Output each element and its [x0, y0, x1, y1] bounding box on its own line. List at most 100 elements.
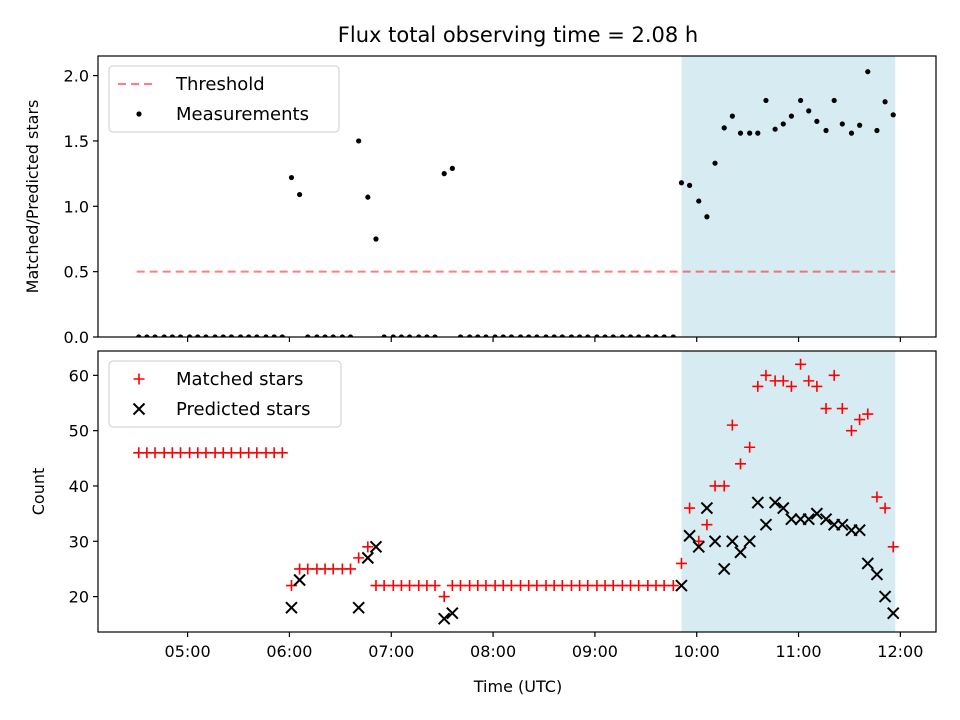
data-point	[726, 419, 738, 431]
data-point	[712, 160, 718, 166]
data-point	[853, 524, 866, 537]
data-point	[820, 403, 832, 415]
plot-area	[136, 69, 896, 337]
data-point	[636, 334, 642, 337]
data-point	[449, 165, 455, 171]
data-point	[362, 541, 374, 553]
data-point	[271, 334, 277, 337]
data-point	[361, 551, 375, 565]
data-point	[228, 334, 234, 337]
data-point	[508, 334, 514, 337]
data-point	[839, 121, 845, 127]
data-point	[772, 126, 778, 132]
data-point	[352, 601, 365, 614]
y-tick-label: 0.5	[64, 263, 89, 282]
data-point	[136, 334, 142, 337]
legend-label: Threshold	[175, 74, 265, 95]
data-point	[696, 198, 702, 204]
data-point	[543, 334, 549, 337]
data-point	[585, 334, 591, 337]
data-point	[744, 441, 756, 453]
data-point	[322, 334, 328, 337]
series-predicted-stars	[285, 496, 900, 625]
data-point	[534, 334, 540, 337]
data-point	[704, 214, 710, 220]
legend-box	[108, 65, 340, 133]
data-point	[246, 334, 252, 337]
data-point	[870, 568, 884, 581]
x-tick-label: 05:00	[165, 642, 211, 661]
data-point	[747, 130, 753, 136]
data-point	[330, 334, 336, 337]
data-point	[390, 334, 396, 337]
legend-label: Measurements	[176, 104, 309, 125]
data-point	[627, 334, 634, 337]
data-point	[701, 519, 713, 531]
x-tick-label: 12:00	[877, 642, 923, 661]
legend-swatch	[132, 402, 146, 416]
data-point	[763, 97, 769, 104]
data-point	[356, 138, 362, 144]
data-point	[686, 182, 693, 188]
data-point	[517, 334, 524, 337]
data-point	[526, 334, 532, 337]
legend-label: Predicted stars	[176, 399, 310, 420]
data-point	[398, 334, 405, 337]
data-point	[416, 334, 422, 337]
data-point	[297, 191, 303, 198]
data-point	[862, 408, 874, 420]
data-point	[602, 334, 608, 337]
data-point	[610, 334, 616, 337]
data-point	[811, 380, 823, 392]
data-point	[314, 334, 320, 337]
x-tick-label: 09:00	[572, 642, 618, 661]
data-point	[653, 334, 659, 337]
data-point	[777, 375, 789, 387]
y-tick-label: 30	[69, 532, 89, 551]
data-point	[751, 496, 765, 509]
legend-swatch	[133, 373, 145, 385]
data-point	[254, 334, 260, 337]
data-point	[467, 334, 473, 337]
data-point	[802, 512, 815, 526]
data-point	[152, 334, 158, 337]
data-point	[212, 334, 218, 337]
data-point	[803, 375, 815, 387]
data-point	[797, 97, 804, 104]
data-point	[879, 502, 891, 514]
data-point	[594, 334, 600, 337]
data-point	[437, 612, 451, 625]
data-point	[814, 118, 820, 124]
data-point	[441, 171, 447, 177]
data-point	[887, 541, 899, 553]
series-measurements	[136, 69, 896, 337]
data-point	[424, 334, 430, 337]
data-point	[670, 334, 676, 337]
data-point	[187, 334, 193, 337]
data-point	[406, 334, 413, 337]
data-point	[760, 369, 772, 381]
data-point	[293, 573, 306, 587]
data-point	[755, 130, 761, 136]
data-point	[882, 99, 888, 105]
y-tick-label: 20	[69, 588, 89, 607]
data-point	[683, 529, 696, 542]
axes-frame	[97, 55, 937, 338]
data-point	[865, 69, 871, 75]
data-point	[721, 125, 727, 131]
data-point	[276, 447, 288, 459]
data-point	[373, 236, 379, 242]
data-point	[347, 334, 354, 337]
series-matched-stars	[133, 358, 899, 603]
data-point	[854, 414, 866, 426]
data-point	[195, 334, 201, 337]
data-point	[743, 535, 756, 548]
data-point	[890, 112, 896, 118]
data-point	[684, 502, 696, 514]
y-tick-label: 40	[69, 477, 89, 496]
x-tick-label: 11:00	[775, 642, 821, 661]
data-point	[831, 97, 837, 104]
data-point	[263, 334, 269, 337]
data-point	[279, 334, 285, 337]
